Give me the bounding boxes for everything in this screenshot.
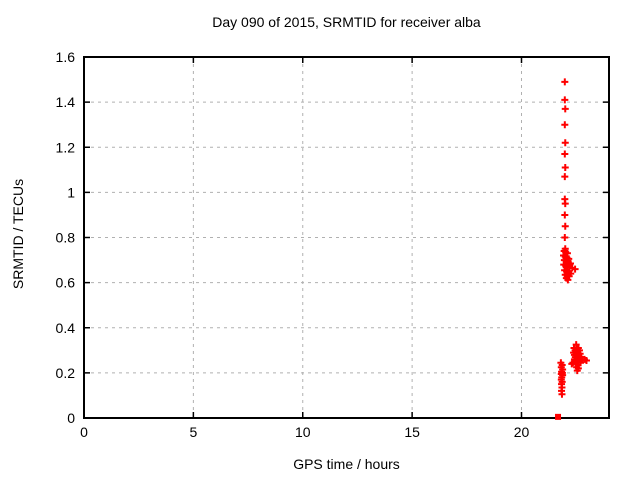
data-point-plus [569, 359, 577, 367]
x-tick-label: 15 [404, 424, 420, 440]
data-point-plus [561, 164, 569, 172]
data-point-plus [561, 234, 569, 241]
data-point-plus [558, 390, 566, 398]
data-point-plus [568, 360, 576, 368]
x-axis-label: GPS time / hours [293, 456, 400, 472]
data-point-plus [582, 356, 590, 364]
data-point-plus [561, 105, 569, 113]
data-point-plus [564, 276, 572, 284]
y-tick-label: 0.4 [56, 320, 76, 336]
y-tick-label: 0.2 [56, 365, 76, 381]
data-point-plus [561, 211, 569, 219]
y-tick-label: 1.6 [56, 49, 76, 65]
data-point-plus [571, 265, 579, 273]
y-tick-label: 1.4 [56, 94, 76, 110]
data-point-plus [573, 367, 581, 375]
y-tick-label: 1 [67, 184, 75, 200]
chart-title: Day 090 of 2015, SRMTID for receiver alb… [212, 14, 481, 30]
x-tick-label: 5 [189, 424, 197, 440]
data-point-plus [561, 139, 569, 147]
y-tick-label: 0.6 [56, 275, 76, 291]
y-tick-label: 1.2 [56, 139, 76, 155]
data-point-plus [561, 150, 569, 158]
data-point-plus [561, 121, 569, 129]
y-tick-label: 0.8 [56, 230, 76, 246]
data-point-plus [561, 173, 569, 181]
x-tick-label: 10 [295, 424, 311, 440]
data-point-plus [561, 78, 569, 86]
y-axis-label: SRMTID / TECUs [10, 178, 26, 290]
data-point-plus [561, 200, 569, 208]
y-tick-label: 0 [67, 410, 75, 426]
x-tick-label: 0 [80, 424, 88, 440]
data-point-plus [561, 96, 569, 104]
x-tick-label: 20 [514, 424, 530, 440]
data-point-plus [561, 222, 569, 230]
data-point-square [555, 413, 562, 420]
